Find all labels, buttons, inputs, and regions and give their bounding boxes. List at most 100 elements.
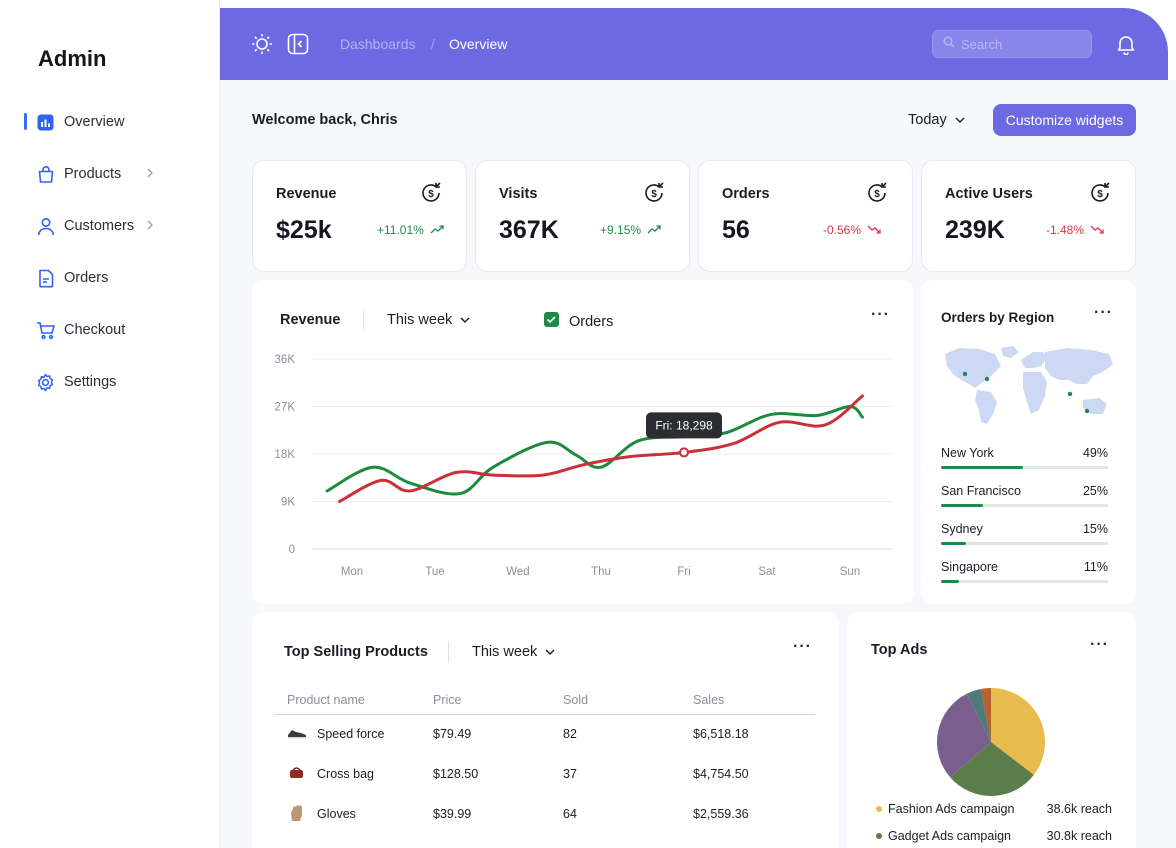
column-header[interactable]: Sold	[551, 686, 681, 715]
orders-checkbox[interactable]: Orders	[544, 312, 613, 331]
bag-icon	[36, 165, 55, 184]
product-price: $128.50	[433, 767, 479, 781]
more-options-icon[interactable]: ···	[1094, 304, 1113, 321]
pie-slice[interactable]	[966, 688, 991, 742]
sidebar-toggle-icon[interactable]	[286, 32, 310, 56]
checkbox-label: Orders	[569, 313, 614, 330]
sidebar-item-label: Customers	[64, 218, 135, 234]
region-marker-singapore	[1067, 391, 1073, 397]
bar-chart-icon	[36, 113, 55, 132]
product-name: Gloves	[317, 807, 356, 821]
region-percent: 11%	[1083, 560, 1108, 574]
sidebar-item-label: Products	[64, 166, 122, 182]
top-ads-pie-chart	[937, 688, 1045, 796]
brand-title: Admin	[38, 46, 107, 71]
x-tick-label: Wed	[506, 566, 529, 578]
gear-icon	[36, 373, 55, 392]
dollar-refresh-icon: $	[419, 181, 443, 205]
y-tick-label: 27K	[275, 402, 296, 414]
sidebar-item-checkout[interactable]: Checkout	[36, 317, 206, 343]
sidebar-item-products[interactable]: Products	[36, 161, 206, 187]
region-row-sydney: Sydney 15%	[941, 522, 1108, 545]
data-point-marker[interactable]	[679, 447, 689, 458]
trend-up-icon	[430, 223, 444, 237]
more-options-icon[interactable]: ···	[793, 638, 812, 655]
more-options-icon[interactable]: ···	[1090, 636, 1109, 653]
x-tick-label: Sun	[840, 566, 860, 578]
column-header[interactable]: Product name	[275, 686, 421, 715]
breadcrumb-separator: /	[431, 36, 435, 52]
region-percent: 15%	[1082, 522, 1108, 536]
customize-widgets-button[interactable]: Customize widgets	[993, 104, 1136, 136]
product-price: $79.49	[433, 727, 472, 742]
sidebar-item-customers[interactable]: Customers	[36, 213, 206, 239]
legend-label: Gadget Ads campaign	[888, 829, 1011, 843]
region-row-san-francisco: San Francisco 25%	[941, 484, 1108, 507]
chevron-right-icon	[146, 167, 154, 183]
stat-title: Active Users	[945, 186, 1033, 202]
y-tick-label: 0	[289, 544, 295, 556]
stat-value: 56	[722, 216, 750, 244]
sidebar-item-settings[interactable]: Settings	[36, 369, 206, 395]
tooltip-text: Fri: 18,298	[655, 418, 713, 432]
region-marker-new-york	[984, 376, 990, 382]
shoe-icon	[287, 726, 317, 743]
panel-title: Top Ads	[871, 642, 928, 658]
revenue-chart-panel: Revenue This week Orders ··· 36K 27K 18K 9K…	[252, 280, 914, 604]
panel-title: Top Selling Products	[284, 644, 428, 660]
region-progress-fill	[941, 580, 960, 583]
search-box[interactable]	[932, 30, 1092, 58]
region-percent: 25%	[1082, 484, 1108, 498]
legend-item-gadget: Gadget Ads campaign 30.8k reach	[876, 829, 1112, 843]
stat-title: Visits	[499, 186, 538, 202]
product-sales: $6,518.18	[693, 727, 749, 742]
sun-icon[interactable]	[250, 32, 274, 56]
region-name: San Francisco	[941, 484, 1021, 498]
bell-icon[interactable]	[1114, 32, 1138, 56]
region-name: Singapore	[941, 560, 998, 574]
table-row[interactable]: Speed force $79.49 82 $6,518.18	[275, 714, 815, 754]
orders-series-line	[325, 405, 864, 496]
product-sales: $2,559.36	[693, 807, 749, 821]
region-progress-fill	[941, 542, 967, 545]
period-dropdown[interactable]: Today	[908, 112, 965, 128]
breadcrumb-dashboards[interactable]: Dashboards	[340, 36, 416, 52]
more-options-icon[interactable]: ···	[871, 306, 890, 323]
stat-change-value: -1.48%	[1046, 223, 1085, 237]
pie-slice[interactable]	[937, 693, 991, 778]
period-label: Today	[908, 112, 947, 128]
sidebar-item-orders[interactable]: Orders	[36, 265, 206, 291]
products-period-dropdown[interactable]: This week	[472, 644, 555, 660]
product-name: Speed force	[317, 727, 385, 742]
sidebar-item-label: Checkout	[64, 322, 126, 338]
pie-slice[interactable]	[991, 688, 1045, 775]
glove-icon	[287, 803, 317, 826]
stat-card-active-users: Active Users 239K -1.48% $	[921, 160, 1136, 272]
svg-text:$: $	[651, 189, 657, 200]
revenue-series-line	[338, 394, 864, 503]
region-progress-fill	[941, 466, 1023, 469]
pie-slice[interactable]	[980, 688, 991, 742]
x-tick-label: Sat	[758, 566, 776, 578]
sidebar-item-label: Orders	[64, 270, 109, 286]
product-sold: 37	[563, 767, 577, 781]
breadcrumb-overview: Overview	[449, 36, 508, 52]
sidebar-item-overview[interactable]: Overview	[36, 109, 206, 135]
table-row[interactable]: Gloves $39.99 64 $2,559.36	[275, 794, 815, 834]
revenue-period-dropdown[interactable]: This week	[387, 312, 470, 328]
world-map	[941, 344, 1116, 433]
stat-change: +9.15%	[600, 223, 661, 237]
column-header[interactable]: Price	[421, 686, 551, 715]
region-progress-track	[941, 466, 1108, 469]
dropdown-label: This week	[387, 312, 453, 328]
column-header[interactable]: Sales	[681, 686, 815, 715]
pie-slice[interactable]	[950, 742, 1034, 796]
stat-card-revenue: Revenue $25k +11.01% $	[252, 160, 467, 272]
y-tick-label: 9K	[281, 497, 295, 509]
x-tick-label: Mon	[341, 566, 363, 578]
region-name: Sydney	[941, 522, 983, 536]
product-price: $39.99	[433, 807, 472, 821]
products-table: Product name Price Sold Sales Speed forc…	[275, 686, 815, 834]
search-input[interactable]	[961, 36, 1081, 52]
table-row[interactable]: Cross bag $128.50 37 $4,754.50	[275, 754, 815, 794]
